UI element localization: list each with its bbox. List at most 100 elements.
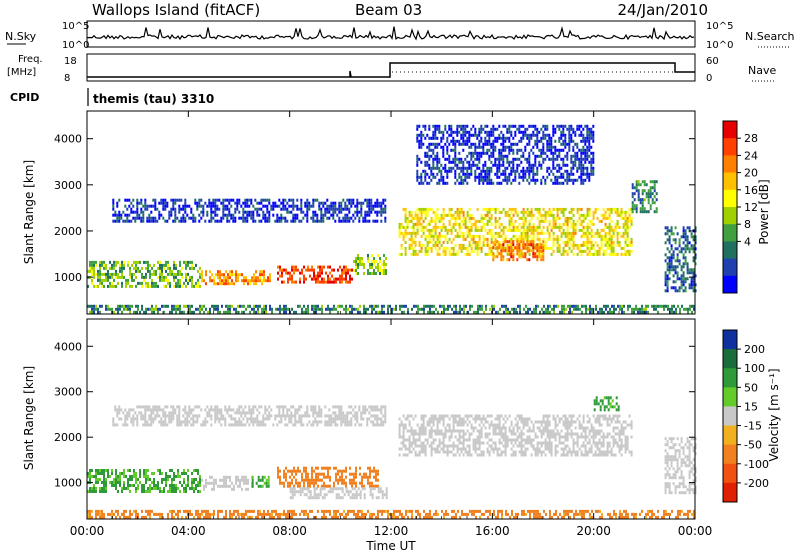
colorbar-swatch [723, 387, 737, 407]
panel-border [86, 318, 696, 520]
colorbar-tick-label: 100 [744, 362, 765, 375]
data-region [277, 466, 379, 488]
data-region [87, 304, 695, 314]
data-region [416, 124, 595, 185]
power-ylabel: Slant Range [km] [22, 160, 36, 264]
data-region [277, 265, 353, 284]
y-tick-label: 3000 [54, 179, 82, 192]
data-region [398, 414, 633, 457]
colorbar-swatch [723, 172, 737, 191]
y-tick-label: 3000 [54, 386, 82, 399]
data-region [289, 487, 388, 500]
velocity-panel: 00:00 04:00 08:00 12:00 16:00 20:00 00:00 1000 2… [22, 318, 713, 553]
colorbar-tick-label: 8 [744, 218, 751, 231]
nave-tick-bottom: 0 [706, 73, 712, 84]
colorbar-swatch [723, 258, 737, 277]
nsky-label: N.Sky [5, 30, 37, 43]
power-axes: 1000 2000 3000 4000 [54, 110, 696, 315]
nsearch-label: N.Search [745, 30, 795, 43]
x-tick-label: 08:00 [272, 524, 307, 538]
freq-trace [87, 62, 695, 78]
data-region [112, 198, 387, 223]
data-region [664, 437, 697, 495]
x-tick-label: 00:00 [678, 524, 713, 538]
nsky-panel [86, 20, 696, 48]
colorbar-tick-label: 15 [744, 400, 758, 413]
colorbar-tick-label: 4 [744, 235, 751, 248]
velocity-axes: 00:00 04:00 08:00 12:00 16:00 20:00 00:00 1000 2… [54, 318, 713, 538]
colorbar-tick-label: -50 [744, 439, 762, 452]
cpid-value: themis (tau) 3310 [93, 92, 214, 106]
colorbar-tick-label: -15 [744, 420, 762, 433]
station-title: Wallops Island (fitACF) [92, 1, 260, 19]
colorbar-swatch [723, 155, 737, 174]
freq-label-2: [MHz] [7, 67, 36, 78]
colorbar-tick-label: 16 [744, 184, 758, 197]
colorbar-tick-label: 200 [744, 343, 765, 356]
data-region [201, 475, 253, 491]
data-region [87, 509, 695, 519]
colorbar-swatch [723, 406, 737, 427]
x-tick-label: 16:00 [475, 524, 510, 538]
freq-label-1: Freq. [18, 54, 43, 65]
colorbar-swatch [723, 138, 737, 156]
y-tick-label: 2000 [54, 225, 82, 238]
nsky-tick-bottom-left: 10^0 [62, 40, 89, 51]
colorbar-tick-label: 24 [744, 149, 758, 162]
velocity-xlabel: Time UT [365, 539, 416, 553]
x-tick-label: 20:00 [576, 524, 611, 538]
colorbar-swatch [723, 368, 737, 388]
data-region [251, 475, 270, 488]
colorbar-swatch [723, 349, 737, 369]
colorbar-tick-label: -200 [744, 477, 769, 490]
colorbar-swatch [723, 275, 737, 294]
data-region [353, 254, 387, 275]
colorbar-swatch [723, 425, 737, 446]
colorbar-swatch [723, 224, 737, 242]
panel-border [86, 110, 696, 315]
nave-label: Nave [748, 64, 776, 77]
colorbar-swatch [723, 121, 737, 139]
colorbar-swatch [723, 330, 737, 350]
colorbar-swatch [723, 241, 737, 260]
y-tick-label: 4000 [54, 133, 82, 146]
cpid-label: CPID [10, 91, 39, 104]
velocity-ylabel: Slant Range [km] [22, 366, 36, 470]
nsky-tick-bottom-right: 10^0 [706, 40, 733, 51]
velocity-colorbar-label: Velocity [m s⁻¹] [767, 368, 781, 461]
y-tick-label: 1000 [54, 271, 82, 284]
colorbar-swatch [723, 463, 737, 484]
data-region [593, 396, 620, 412]
colorbar-swatch [723, 482, 737, 503]
y-tick-label: 2000 [54, 431, 82, 444]
colorbar-tick-label: 12 [744, 201, 758, 214]
freq-tick-bottom: 8 [64, 73, 70, 84]
velocity-data [87, 396, 697, 519]
velocity-colorbar: 200 100 50 15 -15 -50 -100 -200 [722, 329, 769, 503]
data-region [87, 469, 201, 493]
x-tick-label: 00:00 [70, 524, 105, 538]
beam-title: Beam 03 [355, 1, 422, 19]
power-colorbar-label: Power [dB] [757, 179, 771, 244]
y-tick-label: 4000 [54, 340, 82, 353]
x-tick-label: 04:00 [171, 524, 206, 538]
colorbar-swatch [723, 207, 737, 225]
colorbar-tick-label: 28 [744, 132, 758, 145]
colorbar-tick-label: 20 [744, 167, 758, 180]
power-data [87, 124, 697, 314]
date-title: 24/Jan/2010 [618, 1, 709, 19]
colorbar-tick-label: 50 [744, 381, 758, 394]
power-colorbar: 28 24 20 16 12 8 4 [722, 120, 758, 294]
freq-tick-top: 18 [64, 56, 77, 67]
data-region [492, 240, 545, 262]
nsky-tick-top-right: 10^5 [706, 21, 733, 32]
power-panel: 1000 2000 3000 4000 Slant Range [km] [22, 110, 697, 315]
nsky-trace [87, 25, 695, 41]
nave-tick-top: 60 [706, 56, 719, 67]
nsky-tick-top-left: 10^5 [62, 21, 89, 32]
y-tick-label: 1000 [54, 477, 82, 490]
colorbar-frame [722, 329, 738, 503]
colorbar-swatch [723, 189, 737, 208]
freq-panel [86, 53, 696, 82]
